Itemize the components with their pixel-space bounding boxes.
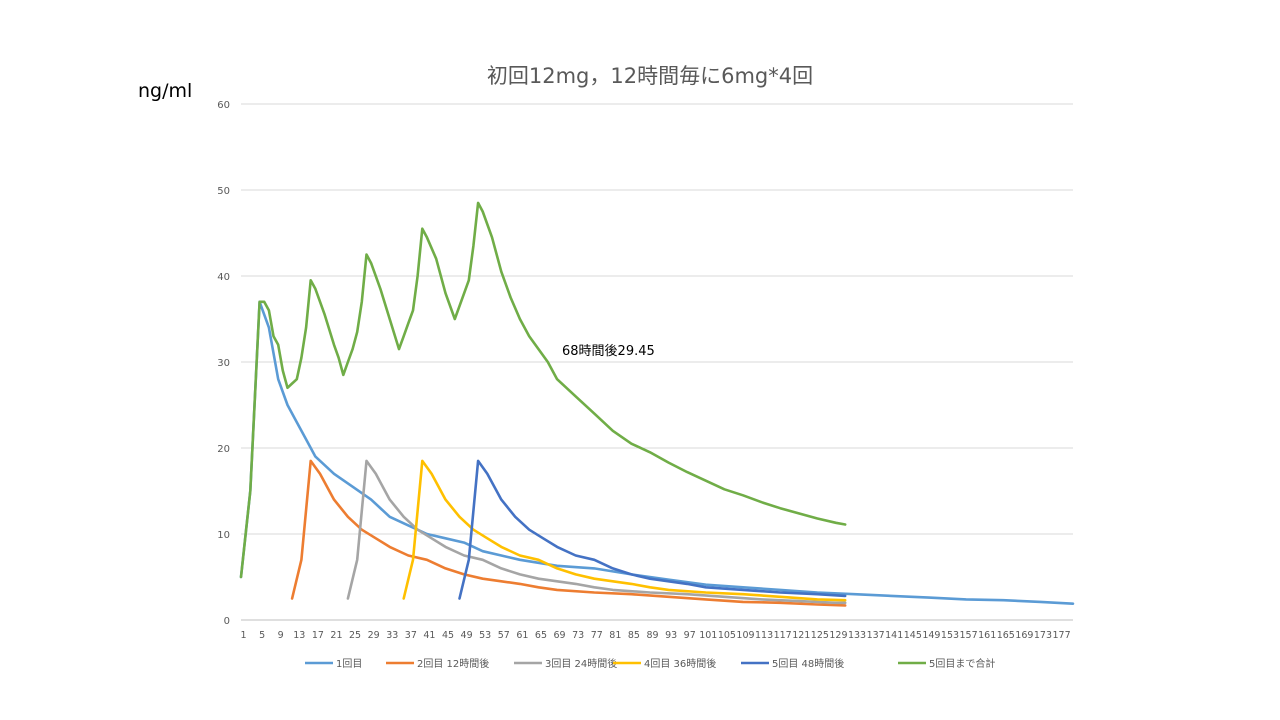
legend-label: 4回目 36時間後 (644, 657, 716, 670)
x-tick-label: 109 (736, 630, 754, 641)
x-tick-label: 165 (997, 630, 1015, 641)
x-tick-label: 113 (755, 630, 773, 641)
x-tick-label: 125 (811, 630, 829, 641)
x-tick-label: 33 (386, 630, 398, 641)
x-tick-label: 105 (718, 630, 736, 641)
x-tick-label: 93 (665, 630, 677, 641)
y-axis-ticks: 0 10 20 30 40 50 60 (217, 100, 230, 627)
x-tick-label: 153 (941, 630, 959, 641)
x-tick-label: 133 (848, 630, 866, 641)
x-tick-label: 61 (516, 630, 528, 641)
x-tick-label: 41 (423, 630, 435, 641)
x-tick-label: 145 (904, 630, 922, 641)
x-tick-label: 29 (368, 630, 380, 641)
y-tick-label: 40 (217, 272, 230, 283)
x-tick-label: 69 (554, 630, 566, 641)
x-tick-label: 53 (479, 630, 491, 641)
series-line-1 (239, 300, 1075, 605)
chart-title: 初回12mg，12時間毎に6mg*4回 (486, 64, 814, 88)
y-tick-label: 50 (217, 186, 230, 197)
series-line-4 (402, 459, 847, 602)
legend-label: 1回目 (336, 658, 362, 670)
x-tick-label: 5 (259, 630, 265, 641)
x-tick-label: 161 (978, 630, 996, 641)
series-line-2 (290, 459, 847, 607)
x-tick-label: 73 (572, 630, 584, 641)
x-tick-label: 173 (1034, 630, 1052, 641)
x-tick-label: 17 (312, 630, 324, 641)
y-tick-label: 10 (217, 530, 230, 541)
legend-label: 3回目 24時間後 (545, 657, 617, 670)
x-tick-label: 149 (922, 630, 940, 641)
x-tick-label: 25 (349, 630, 361, 641)
x-tick-label: 49 (461, 630, 473, 641)
x-tick-label: 45 (442, 630, 454, 641)
x-tick-label: 57 (498, 630, 510, 641)
x-tick-label: 65 (535, 630, 547, 641)
x-axis-ticks: 1 5 9 13 17 21 25 29 33 37 41 45 49 53 57 61 65 69 73 77 81 8… (240, 630, 1070, 641)
x-tick-label: 9 (278, 630, 284, 641)
x-tick-label: 13 (293, 630, 305, 641)
x-tick-label: 137 (867, 630, 885, 641)
x-tick-label: 101 (699, 630, 717, 641)
x-tick-label: 129 (829, 630, 847, 641)
x-tick-label: 121 (792, 630, 810, 641)
x-tick-label: 97 (684, 630, 696, 641)
x-tick-label: 85 (628, 630, 640, 641)
annotations: 68時間後29.45 (562, 344, 655, 359)
series-line-5 (458, 459, 847, 600)
y-tick-label: 60 (217, 100, 230, 111)
x-tick-label: 177 (1052, 630, 1070, 641)
annotation-label: 68時間後29.45 (562, 344, 655, 359)
x-tick-label: 21 (330, 630, 342, 641)
series-line-6 (239, 201, 847, 579)
y-tick-label: 20 (217, 444, 230, 455)
x-tick-label: 157 (960, 630, 978, 641)
y-tick-label: 0 (224, 616, 230, 627)
y-unit-label: ng/ml (138, 80, 193, 102)
x-tick-label: 37 (405, 630, 417, 641)
x-tick-label: 1 (240, 630, 246, 641)
legend-label: 5回目まで合計 (929, 657, 995, 670)
x-tick-label: 81 (609, 630, 621, 641)
legend-label: 5回目 48時間後 (772, 657, 844, 670)
series-line-3 (346, 459, 847, 605)
series-lines (239, 201, 1075, 607)
y-tick-label: 30 (217, 358, 230, 369)
gridlines (241, 103, 1073, 621)
x-tick-label: 141 (885, 630, 903, 641)
legend-label: 2回目 12時間後 (417, 657, 489, 670)
x-tick-label: 117 (774, 630, 792, 641)
x-tick-label: 77 (591, 630, 603, 641)
x-tick-label: 89 (646, 630, 658, 641)
legend: 1回目 2回目 12時間後 3回目 24時間後 4回目 36時間後 5回目 48時間後 5… (305, 657, 995, 670)
x-tick-label: 169 (1015, 630, 1033, 641)
